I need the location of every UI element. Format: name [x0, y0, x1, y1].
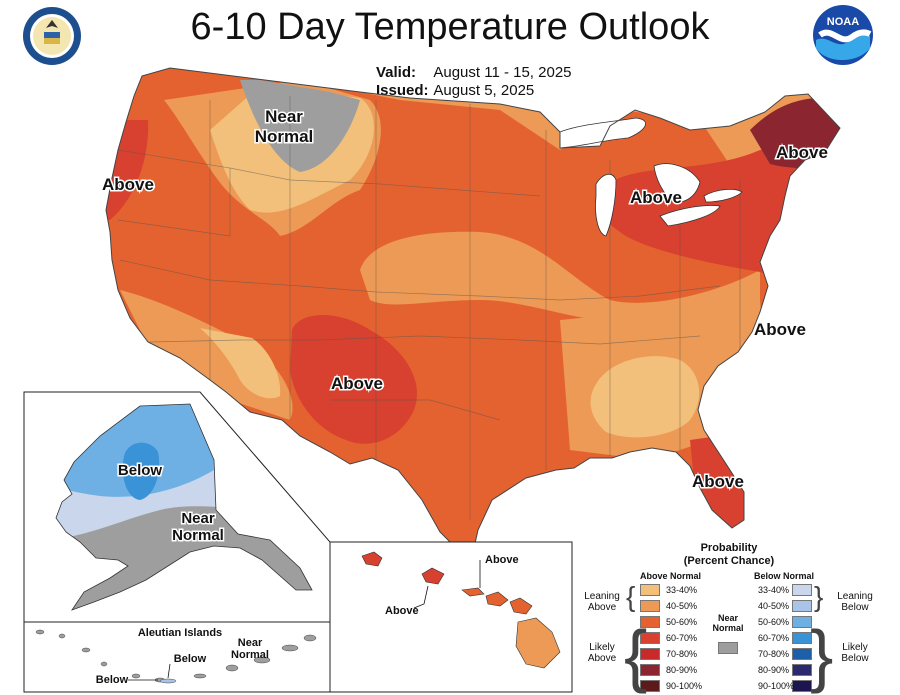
lake-erie	[659, 205, 721, 227]
legend-likely-above: Likely Above	[580, 642, 624, 664]
department-of-commerce-seal-icon	[23, 7, 81, 65]
legend-leaning-above-line2: Above	[587, 602, 617, 613]
hawaii-inset: Above Above	[329, 541, 573, 693]
legend-above-label-5: 80-90%	[666, 665, 698, 675]
valid-value: August 11 - 15, 2025	[433, 64, 572, 81]
legend-below-swatch-3	[792, 632, 812, 644]
legend-near-normal-line2: Normal	[712, 623, 744, 633]
legend-below-label-6: 90-100%	[758, 681, 795, 691]
legend-leaning-above-line1: Leaning	[584, 591, 620, 602]
aleutian-near-line1: Near	[238, 637, 263, 649]
page-title: 6-10 Day Temperature Outlook	[190, 6, 710, 48]
legend-brace-leaning-above: {	[626, 581, 636, 612]
legend-above-label-4: 70-80%	[666, 649, 698, 659]
lake-ontario	[703, 188, 743, 203]
legend-title-line2: (Percent Chance)	[683, 555, 775, 567]
aleutian-below-1: Below	[174, 653, 207, 665]
legend-leaning-above: Leaning Above	[580, 591, 624, 613]
legend-above-swatch-3	[640, 632, 660, 644]
legend-below-swatch-1	[792, 600, 812, 612]
legend-brace-likely-below: }	[810, 616, 834, 694]
legend-above-swatch-6	[640, 680, 660, 692]
label-above-carolina: Above	[754, 320, 806, 339]
legend-below-swatch-5	[792, 664, 812, 676]
aleutian-below-2: Below	[96, 674, 129, 686]
legend-near-normal-line1: Near	[717, 613, 738, 623]
aleutian-title: Aleutian Islands	[138, 627, 222, 639]
legend-leaning-below-line1: Leaning	[837, 591, 873, 602]
legend-above-swatch-5	[640, 664, 660, 676]
conus-outline	[105, 67, 841, 549]
legend-above-label-2: 50-60%	[666, 617, 698, 627]
legend-brace-likely-above: {	[624, 616, 648, 694]
legend-above-label-1: 40-50%	[666, 601, 698, 611]
legend-below-label-5: 80-90%	[758, 665, 790, 675]
legend-above-header: Above Normal	[640, 571, 702, 581]
label-above-northeast: Above	[776, 143, 828, 162]
lake-huron	[653, 163, 701, 203]
probability-legend: Probability (Percent Chance) Above Norma…	[572, 540, 900, 695]
legend-above-swatch-2	[640, 616, 660, 628]
legend-leaning-below: Leaning Below	[830, 591, 880, 613]
noaa-logo-icon: NOAA	[813, 5, 873, 65]
label-near-normal-line1: Near	[265, 107, 303, 126]
legend-below-label-4: 70-80%	[758, 649, 790, 659]
legend-above-swatch-0	[640, 584, 660, 596]
legend-above-label-3: 60-70%	[666, 633, 698, 643]
label-near-normal-line2: Normal	[255, 127, 314, 146]
legend-likely-below-line1: Likely	[842, 642, 868, 653]
legend-below-swatch-6	[792, 680, 812, 692]
legend-above-swatch-1	[640, 600, 660, 612]
legend-below-label-0: 33-40%	[758, 585, 790, 595]
legend-above-swatch-4	[640, 648, 660, 660]
legend-near-normal: Near Normal	[712, 613, 744, 633]
alaska-label-near-line1: Near	[181, 510, 215, 527]
legend-leaning-below-line2: Below	[841, 602, 869, 613]
legend-brace-leaning-below: }	[814, 581, 824, 612]
legend-likely-above-line1: Likely	[589, 642, 615, 653]
legend-above-label-6: 90-100%	[666, 681, 703, 691]
aleutian-near-line2: Normal	[231, 649, 269, 661]
legend-below-swatch-2	[792, 616, 812, 628]
legend-below-swatch-0	[792, 584, 812, 596]
label-above-michigan: Above	[630, 188, 682, 207]
legend-below-label-2: 50-60%	[758, 617, 790, 627]
legend-below-header: Below Normal	[754, 571, 815, 581]
legend-below-label-1: 40-50%	[758, 601, 790, 611]
outlook-dates: Valid: August 11 - 15, 2025 Issued: Augu…	[376, 64, 572, 100]
label-above-west: Above	[102, 175, 154, 194]
noaa-logo-text: NOAA	[827, 16, 859, 28]
valid-label: Valid:	[376, 64, 417, 81]
issued-label: Issued:	[376, 82, 429, 99]
alaska-inset: Below Near Normal	[23, 391, 331, 623]
issued-value: August 5, 2025	[433, 82, 535, 99]
legend-below-swatch-4	[792, 648, 812, 660]
label-above-southwest: Above	[331, 374, 383, 393]
lake-superior	[559, 117, 646, 149]
hawaii-label-above-2: Above	[385, 605, 419, 617]
aleutian-inset: Aleutian Islands Near Normal Below Below	[23, 621, 331, 693]
legend-likely-below-line2: Below	[841, 653, 869, 664]
alaska-label-below: Below	[118, 462, 163, 479]
legend-near-normal-swatch	[718, 642, 738, 654]
legend-above-label-0: 33-40%	[666, 585, 698, 595]
legend-title-line1: Probability	[700, 542, 758, 554]
legend-below-label-3: 60-70%	[758, 633, 790, 643]
alaska-label-near-line2: Normal	[172, 527, 224, 544]
legend-title: Probability (Percent Chance)	[664, 542, 794, 568]
label-above-florida: Above	[692, 472, 744, 491]
lake-michigan	[595, 173, 617, 237]
legend-likely-above-line2: Above	[587, 653, 617, 664]
legend-likely-below: Likely Below	[830, 642, 880, 664]
hawaii-label-above-1: Above	[485, 554, 519, 566]
